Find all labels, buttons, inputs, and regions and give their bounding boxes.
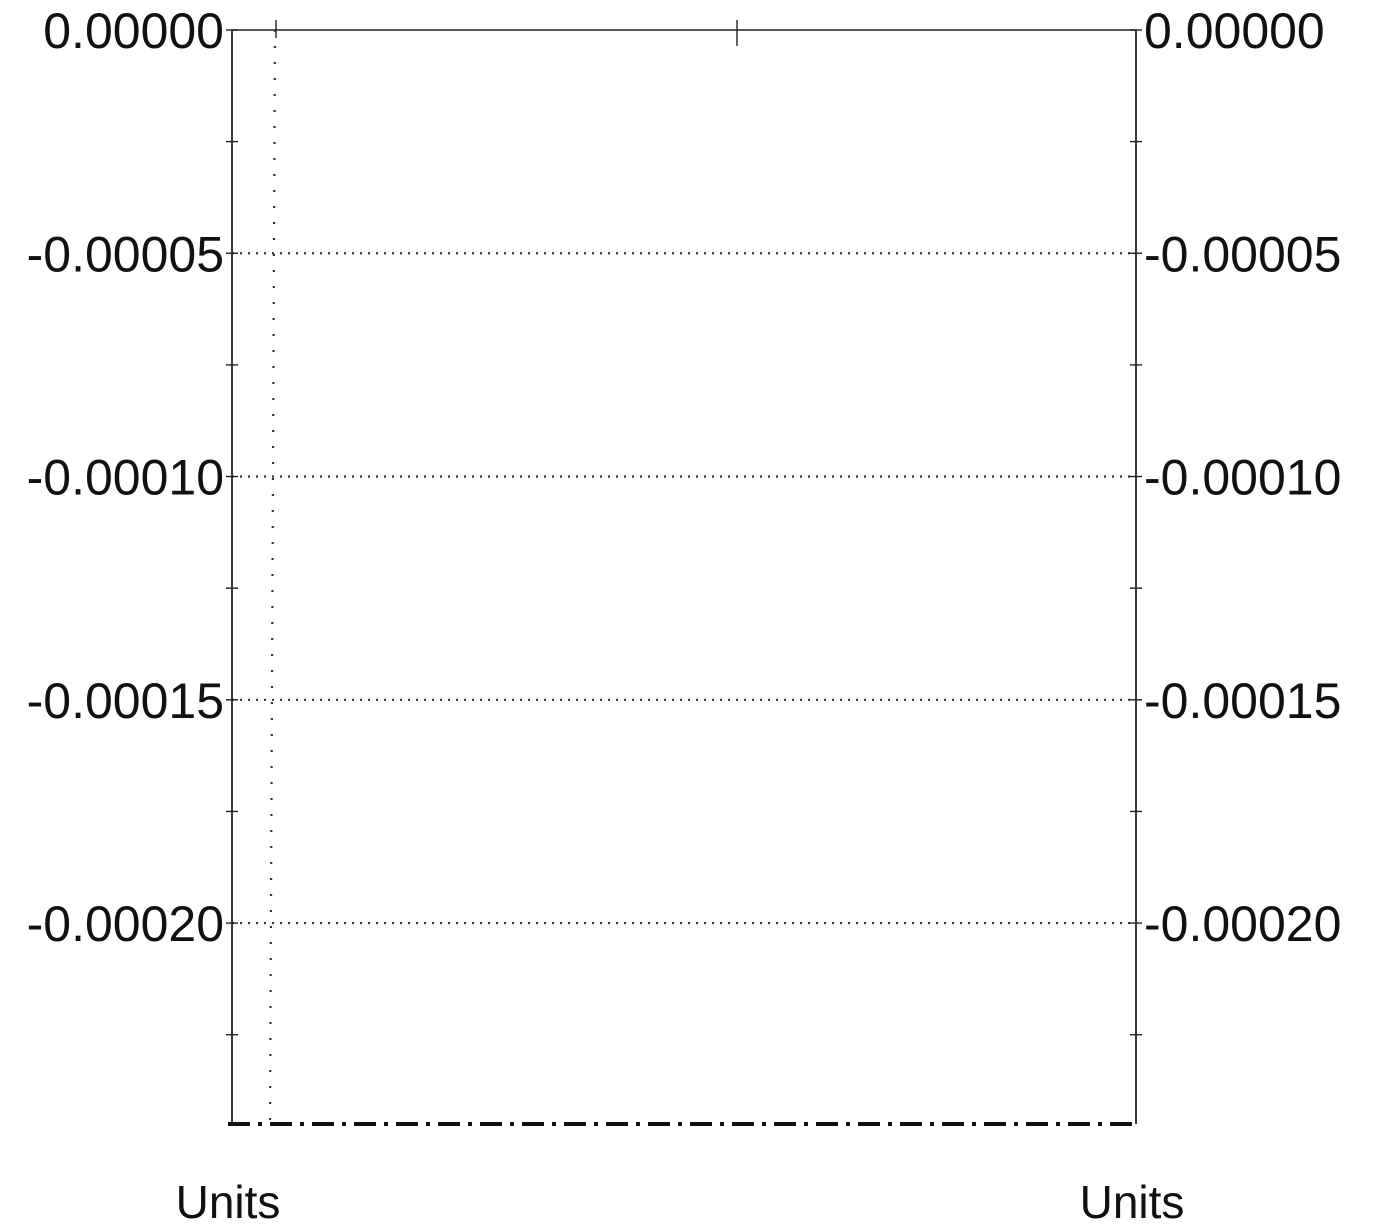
left-tick-label: -0.00010	[27, 450, 224, 506]
left-tick-label: 0.00000	[43, 3, 224, 59]
right-axis-unit-label: Units	[1080, 1176, 1185, 1228]
right-tick-label: -0.00020	[1144, 896, 1341, 952]
series-layer	[228, 29, 1132, 1126]
grid-lines	[232, 252, 1136, 925]
right-axis-tick-labels: 0.00000 -0.00005 -0.00010 -0.00015 -0.00…	[1144, 3, 1341, 952]
left-tick-label: -0.00005	[27, 226, 224, 282]
tick-marks	[226, 20, 1142, 1036]
left-tick-label: -0.00020	[27, 896, 224, 952]
right-tick-label: -0.00010	[1144, 450, 1341, 506]
right-tick-label: -0.00005	[1144, 226, 1341, 282]
axes	[231, 29, 1137, 1124]
left-axis-tick-labels: 0.00000 -0.00005 -0.00010 -0.00015 -0.00…	[27, 3, 224, 952]
left-tick-label: -0.00015	[27, 673, 224, 729]
left-axis-unit-label: Units	[176, 1176, 281, 1228]
right-tick-label: -0.00015	[1144, 673, 1341, 729]
right-tick-label: 0.00000	[1144, 3, 1325, 59]
